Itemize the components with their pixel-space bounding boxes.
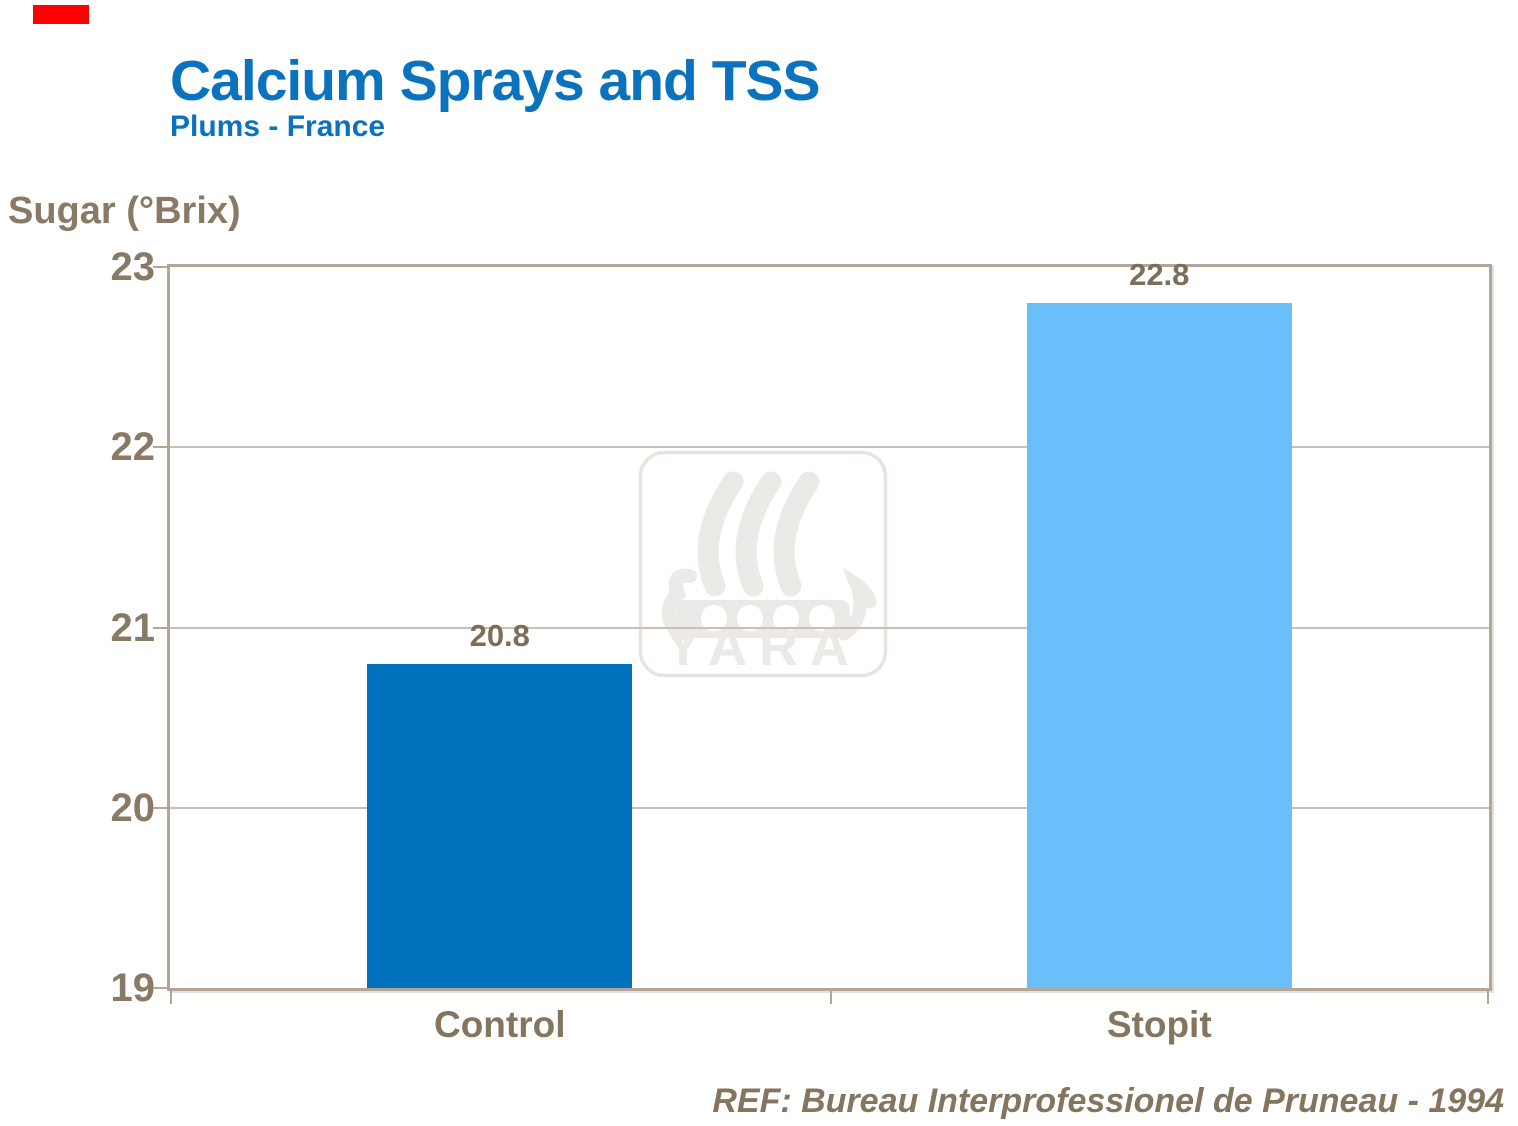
bar-value-label-stopit: 22.8 (1129, 257, 1190, 293)
reference-text: REF: Bureau Interprofessionel de Pruneau… (712, 1082, 1504, 1120)
gridline-21 (170, 626, 1489, 629)
y-tick-label-22: 22 (110, 425, 156, 470)
bar-stopit (1026, 303, 1292, 988)
x-tick-mark (1487, 991, 1489, 1004)
y-tick-mark (153, 446, 167, 449)
chart-subtitle: Plums - France (170, 110, 386, 143)
x-category-label-stopit: Stopit (1106, 1004, 1212, 1045)
yara-watermark: YARA (638, 450, 888, 678)
y-tick-label-23: 23 (110, 245, 156, 289)
y-tick-label-20: 20 (110, 785, 156, 830)
y-tick-label-21: 21 (110, 605, 156, 650)
x-tick-mark (170, 991, 172, 1004)
y-axis-title: Sugar (°Brix) (8, 190, 241, 232)
gridline-22 (170, 446, 1489, 449)
bar-value-label-control: 20.8 (469, 617, 530, 653)
bar-control (367, 663, 633, 988)
y-tick-mark (153, 626, 167, 629)
plot-area: YARA 20.8 22.8 (167, 257, 1492, 1004)
x-category-label-control: Control (433, 1004, 566, 1045)
y-tick-mark (153, 987, 167, 989)
y-tick-label-19: 19 (110, 966, 156, 1010)
chart-title: Calcium Sprays and TSS (170, 49, 821, 113)
y-tick-mark (153, 266, 167, 268)
gridline-20 (170, 806, 1489, 809)
x-tick-mark (829, 991, 832, 1004)
viking-ship-icon: YARA (638, 450, 888, 678)
y-tick-mark (153, 806, 167, 809)
red-accent-bar (33, 5, 89, 24)
